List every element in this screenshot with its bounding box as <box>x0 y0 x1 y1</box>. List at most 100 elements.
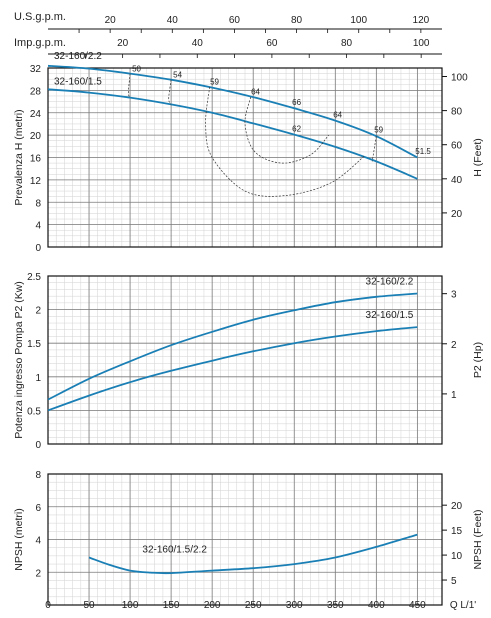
us-gpm-tick-label: 120 <box>413 15 430 26</box>
y-axis-title: Potenza ingresso Pompa P2 (Kw) <box>13 281 25 439</box>
imp-gpm-tick-label: 20 <box>117 38 129 49</box>
right-y-tick-label: 10 <box>451 551 463 562</box>
efficiency-iso-curves <box>128 73 377 197</box>
plot-frame <box>47 67 443 248</box>
imp-gpm-tick-label: 60 <box>266 38 278 49</box>
y-tick-label: 16 <box>30 154 42 165</box>
imp-gpm-axis-label: Imp.g.p.m. <box>14 37 66 49</box>
x-tick-label: 0 <box>45 600 51 611</box>
x-tick-label: 350 <box>327 600 344 611</box>
npsh-grid <box>47 473 443 606</box>
us-gpm-axis-label: U.S.g.p.m. <box>14 11 66 23</box>
efficiency-iso-curve <box>371 136 377 162</box>
us-gpm-tick-label: 40 <box>167 15 179 26</box>
us-gpm-tick-label: 80 <box>291 15 303 26</box>
efficiency-label: 59 <box>374 126 383 135</box>
efficiency-iso-curve <box>244 97 329 164</box>
series-label: 32-160/2.2 <box>54 51 102 62</box>
us-gpm-tick-label: 20 <box>105 15 117 26</box>
plot-frame <box>47 275 443 445</box>
imp-gpm-tick-label: 80 <box>341 38 353 49</box>
series-line-32-160-2-2 <box>47 292 418 401</box>
x-tick-label: 100 <box>122 600 139 611</box>
y-axis-title-right: P2 (Hp) <box>472 342 484 378</box>
right-y-tick-label: 60 <box>451 141 463 152</box>
efficiency-label: 64 <box>333 110 342 119</box>
right-y-tick-label: 20 <box>451 501 463 512</box>
y-tick-label: 8 <box>35 198 41 209</box>
right-y-tick-label: 1 <box>451 390 457 401</box>
right-y-tick-label: 3 <box>451 290 457 301</box>
y-axis-title-right: NPSH (Feet) <box>472 509 484 569</box>
x-axis-title: Q L/1' <box>450 600 476 611</box>
efficiency-iso-curve <box>168 79 172 105</box>
us-gpm-tick-label: 100 <box>350 15 367 26</box>
right-y-tick-label: 80 <box>451 107 463 118</box>
series-line-32-160-1-5 <box>47 326 418 412</box>
y-tick-label: 0.5 <box>27 406 41 417</box>
imp-gpm-tick-label: 100 <box>413 38 430 49</box>
efficiency-label: 59 <box>210 77 219 86</box>
y-tick-label: 2 <box>35 306 41 317</box>
efficiency-label: 54 <box>173 71 182 80</box>
y-axis-title: NPSH (metri) <box>13 508 25 570</box>
efficiency-iso-curve <box>128 73 131 98</box>
y-tick-label: 2 <box>35 568 41 579</box>
plot-frame <box>47 473 443 606</box>
efficiency-label: 62 <box>292 124 301 133</box>
y-axis-title-right: H (Feet) <box>472 138 484 177</box>
imp-gpm-tick-label: 40 <box>192 38 204 49</box>
head-panel: 0 4 8 12 16 20 24 28 32 Prevalenza H (metri) H (Fe… <box>13 51 484 254</box>
series-label: 32-160/1.5 <box>366 310 414 321</box>
y-tick-label: 24 <box>30 109 42 120</box>
series-line-32-160-1-5-2-2 <box>88 533 418 575</box>
y-tick-label: 28 <box>30 86 42 97</box>
efficiency-label: 51.5 <box>415 147 431 156</box>
series-label: 32-160/1.5 <box>54 76 102 87</box>
x-tick-label: 50 <box>83 600 95 611</box>
top-flow-axes: U.S.g.p.m. Imp.g.p.m. 20 40 60 80 100 120 20 40… <box>14 11 442 58</box>
y-tick-label: 32 <box>30 64 42 75</box>
head-grid <box>47 67 443 248</box>
us-gpm-tick-label: 60 <box>229 15 241 26</box>
y-tick-label: 0 <box>35 243 41 254</box>
y-tick-label: 0 <box>35 440 41 451</box>
series-label: 32-160/1.5/2.2 <box>142 545 207 556</box>
right-y-tick-label: 40 <box>451 175 463 186</box>
x-tick-label: 250 <box>245 600 262 611</box>
efficiency-label: 64 <box>251 88 260 97</box>
npsh-curves <box>88 533 418 575</box>
right-y-tick-label: 2 <box>451 340 457 351</box>
right-y-tick-label: 5 <box>451 576 457 587</box>
y-tick-label: 4 <box>35 221 41 232</box>
efficiency-label: 66 <box>292 98 301 107</box>
right-y-tick-label: 100 <box>451 73 468 84</box>
power-curves <box>47 292 418 412</box>
y-tick-label: 20 <box>30 131 42 142</box>
y-tick-label: 12 <box>30 176 42 187</box>
efficiency-label: 50 <box>132 65 141 74</box>
head-labels: 0 4 8 12 16 20 24 28 32 Prevalenza H (metri) H (Fe… <box>13 51 484 254</box>
head-curves <box>47 64 418 180</box>
efficiency-iso-curve <box>205 86 365 197</box>
x-tick-label: 200 <box>204 600 221 611</box>
y-tick-label: 4 <box>35 536 41 547</box>
series-line-32-160-2-2 <box>47 64 418 159</box>
x-tick-label: 150 <box>163 600 180 611</box>
y-tick-label: 2.5 <box>27 272 41 283</box>
y-tick-label: 8 <box>35 470 41 481</box>
series-line-32-160-1-5 <box>47 88 418 180</box>
y-tick-label: 1 <box>35 373 41 384</box>
y-tick-label: 6 <box>35 503 41 514</box>
x-tick-label: 450 <box>409 600 426 611</box>
y-axis-title: Prevalenza H (metri) <box>13 109 25 205</box>
x-tick-label: 300 <box>286 600 303 611</box>
power-grid <box>47 275 443 445</box>
x-tick-label: 400 <box>368 600 385 611</box>
right-y-tick-label: 15 <box>451 526 463 537</box>
